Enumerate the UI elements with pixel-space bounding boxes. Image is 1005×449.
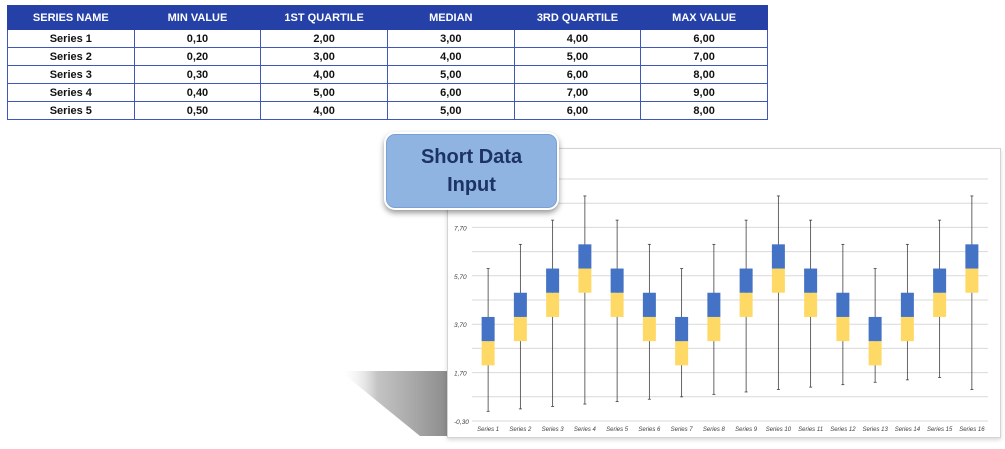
box-upper — [481, 316, 495, 342]
table-row: Series 5 0,50 4,00 5,00 6,00 8,00 — [7, 101, 768, 120]
table-body: Series 1 0,10 2,00 3,00 4,00 6,00 Series 2 0,20… — [7, 29, 768, 120]
value-cell: 0,10 — [133, 29, 262, 48]
box-lower — [546, 292, 560, 317]
table-row: Series 3 0,30 4,00 5,00 6,00 8,00 — [7, 65, 768, 84]
value-cell: 5,00 — [386, 101, 515, 120]
x-tick-label: Series 11 — [798, 427, 823, 433]
y-tick-label: 5,70 — [454, 274, 467, 281]
callout-label: Short Data Input — [420, 146, 523, 196]
box-lower — [610, 292, 624, 317]
table-row: Series 1 0,10 2,00 3,00 4,00 6,00 — [7, 29, 768, 48]
value-cell: 0,30 — [133, 65, 262, 84]
box-upper — [804, 268, 818, 293]
box-upper — [675, 316, 689, 342]
box-upper — [707, 292, 721, 317]
value-cell: 0,50 — [133, 101, 262, 120]
value-cell: 4,00 — [513, 29, 642, 48]
boxplot-chart: -0,30 1,70 3,70 5,70 7,70 Series 1 Series 2 Ser… — [454, 178, 988, 433]
value-cell: 7,00 — [640, 47, 768, 66]
box-upper — [578, 244, 592, 269]
x-tick-label: Series 12 — [830, 427, 856, 433]
box-lower — [578, 268, 592, 293]
header-series-name: SERIES NAME — [7, 5, 135, 30]
box-lower — [804, 292, 818, 317]
x-tick-label: Series 2 — [509, 427, 532, 433]
x-tick-label: Series 9 — [735, 427, 758, 433]
value-cell: 0,40 — [133, 83, 262, 102]
box-lower — [481, 341, 495, 366]
table-row: Series 4 0,40 5,00 6,00 7,00 9,00 — [7, 83, 768, 102]
box-lower — [900, 316, 914, 342]
x-tick-label: Series 7 — [671, 427, 694, 433]
value-cell: 2,00 — [260, 29, 388, 48]
value-cell: 6,00 — [386, 83, 515, 102]
y-tick-label: 1,70 — [454, 371, 467, 378]
x-tick-label: Series 8 — [703, 427, 726, 433]
box-upper — [546, 268, 560, 293]
box-lower — [739, 292, 753, 317]
box-upper — [513, 292, 527, 317]
series-name-cell: Series 4 — [7, 83, 135, 102]
x-tick-label: Series 13 — [862, 427, 888, 433]
series-data-table: SERIES NAME MIN VALUE 1ST QUARTILE MEDIA… — [7, 5, 768, 120]
box-lower — [836, 316, 850, 342]
value-cell: 6,00 — [513, 65, 642, 84]
x-tick-label: Series 15 — [927, 427, 953, 433]
value-cell: 6,00 — [513, 101, 642, 120]
x-tick-label: Series 1 — [477, 427, 499, 433]
value-cell: 4,00 — [260, 101, 388, 120]
value-cell: 8,00 — [640, 65, 768, 84]
box-upper — [933, 268, 947, 293]
box-upper — [739, 268, 753, 293]
box-lower — [771, 268, 785, 293]
series-name-cell: Series 5 — [7, 101, 135, 120]
header-median: MEDIAN — [386, 5, 515, 30]
x-tick-label: Series 14 — [895, 427, 921, 433]
series-name-cell: Series 1 — [7, 29, 135, 48]
box-lower — [707, 316, 721, 342]
y-tick-label: -0,30 — [454, 419, 469, 426]
x-tick-label: Series 6 — [638, 427, 661, 433]
box-upper — [868, 316, 882, 342]
box-upper — [836, 292, 850, 317]
box-lower — [965, 268, 979, 293]
header-max-value: MAX VALUE — [640, 5, 768, 30]
box-upper — [900, 292, 914, 317]
y-tick-label: 7,70 — [454, 225, 467, 232]
short-data-input-callout: Short Data Input — [384, 132, 559, 210]
value-cell: 3,00 — [260, 47, 388, 66]
box-lower — [868, 341, 882, 366]
value-cell: 0,20 — [133, 47, 262, 66]
box-lower — [675, 341, 689, 366]
x-tick-label: Series 4 — [574, 427, 597, 433]
box-upper — [771, 244, 785, 269]
value-cell: 4,00 — [260, 65, 388, 84]
value-cell: 3,00 — [386, 29, 515, 48]
x-tick-label: Series 3 — [542, 427, 565, 433]
x-tick-label: Series 10 — [766, 427, 792, 433]
value-cell: 8,00 — [640, 101, 768, 120]
box-upper — [610, 268, 624, 293]
box-upper — [642, 292, 656, 317]
box-upper — [965, 244, 979, 269]
x-tick-label: Series 5 — [606, 427, 629, 433]
header-3rd-quartile: 3RD QUARTILE — [513, 5, 642, 30]
box-lower — [513, 316, 527, 342]
box-lower — [933, 292, 947, 317]
series-name-cell: Series 2 — [7, 47, 135, 66]
y-tick-label: 3,70 — [454, 322, 467, 329]
table-header-row: SERIES NAME MIN VALUE 1ST QUARTILE MEDIA… — [7, 5, 768, 30]
table-row: Series 2 0,20 3,00 4,00 5,00 7,00 — [7, 47, 768, 66]
x-tick-label: Series 16 — [959, 427, 985, 433]
box-lower — [642, 316, 656, 342]
